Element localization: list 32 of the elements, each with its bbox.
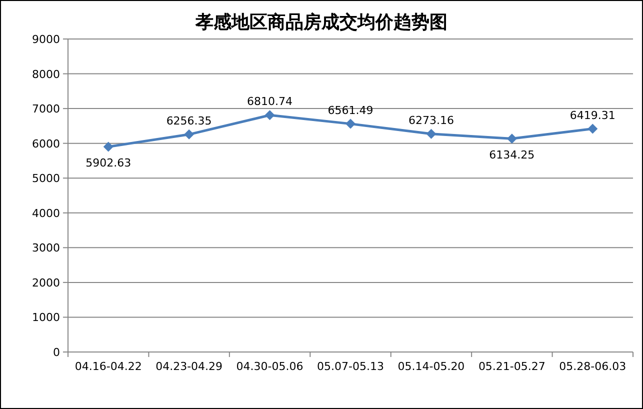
point xyxy=(103,142,114,152)
data-label: 6273.16 xyxy=(408,114,454,127)
x-tick-label: 04.30-05.06 xyxy=(236,360,304,373)
x-tick-label: 04.16-04.22 xyxy=(74,360,142,373)
point xyxy=(588,124,598,134)
x-tick-label: 05.21-05.27 xyxy=(478,360,546,373)
data-label: 6561.49 xyxy=(328,104,374,117)
x-tick-label: 04.23-04.29 xyxy=(156,360,223,373)
data-label: 6419.31 xyxy=(570,108,616,122)
y-tick-label: 8000 xyxy=(32,68,60,81)
y-tick-label: 7000 xyxy=(32,102,60,116)
x-tick-label: 05.14-05.20 xyxy=(398,360,465,373)
data-label: 5902.63 xyxy=(86,156,132,170)
point xyxy=(506,134,517,144)
y-tick-label: 4000 xyxy=(32,206,60,220)
y-tick-label: 3000 xyxy=(32,242,60,255)
data-label: 6810.74 xyxy=(247,95,293,108)
data-label: 6134.25 xyxy=(489,148,535,162)
point xyxy=(346,118,356,129)
chart-title: 孝感地区商品房成交均价趋势图 xyxy=(194,12,448,33)
data-label: 6256.35 xyxy=(166,114,212,128)
y-tick-label: 1000 xyxy=(32,311,60,324)
y-tick-label: 9000 xyxy=(32,33,60,46)
point xyxy=(426,128,436,139)
y-tick-label: 2000 xyxy=(32,276,60,290)
point xyxy=(184,129,194,140)
x-tick-label: 05.28-06.03 xyxy=(559,360,626,373)
y-tick-label: 5000 xyxy=(32,172,60,186)
y-tick-label: 6000 xyxy=(32,137,60,150)
x-tick-label: 05.07-05.13 xyxy=(317,360,384,373)
point xyxy=(264,110,275,120)
y-tick-label: 0 xyxy=(53,346,60,359)
